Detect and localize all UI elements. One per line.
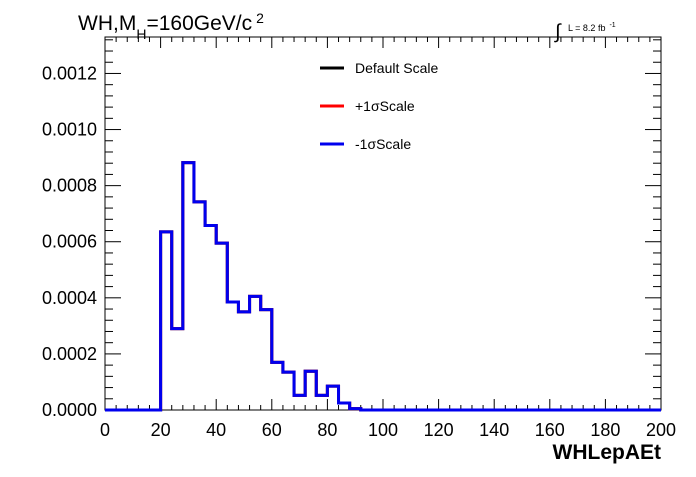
- x-tick-label: 100: [368, 420, 398, 440]
- x-tick-label: 120: [424, 420, 454, 440]
- y-tick-label: 0.0004: [42, 288, 97, 308]
- title-prefix: WH,M: [78, 12, 136, 35]
- y-tick-label: 0.0012: [42, 63, 97, 83]
- x-axis-label: WHLepAEt: [553, 441, 662, 464]
- luminosity-superscript: -1: [609, 22, 615, 29]
- legend-label: +1σScale: [355, 98, 415, 114]
- x-tick-label: 0: [100, 420, 110, 440]
- x-tick-label: 60: [262, 420, 282, 440]
- luminosity-text: L = 8.2 fb: [568, 23, 605, 33]
- legend-label: -1σScale: [355, 136, 411, 152]
- legend: Default Scale +1σScale -1σScale: [320, 60, 438, 152]
- series-group: [105, 161, 661, 412]
- plot-frame: [104, 36, 662, 411]
- x-tick-label: 180: [590, 420, 620, 440]
- legend-label: Default Scale: [355, 60, 438, 76]
- luminosity-integral-icon: ∫: [554, 21, 562, 43]
- x-tick-label: 160: [535, 420, 565, 440]
- series-line-2: [105, 161, 661, 412]
- axis-ticks: 0 20 40 60 80 100 120 140 160 180 200 0.0000 0.0002 0…: [42, 37, 676, 440]
- y-tick-label: 0.0002: [42, 344, 97, 364]
- y-tick-label: 0.0010: [42, 120, 97, 140]
- y-tick-label: 0.0006: [42, 232, 97, 252]
- x-tick-label: 200: [646, 420, 676, 440]
- y-tick-label: 0.0000: [42, 400, 97, 420]
- title-superscript: 2: [256, 10, 264, 26]
- title-subscript: H: [136, 26, 146, 42]
- x-tick-label: 20: [151, 420, 171, 440]
- series-line-3: [105, 161, 661, 412]
- chart-title: WH,MH=160GeV/c 2: [78, 10, 264, 42]
- y-tick-label: 0.0008: [42, 176, 97, 196]
- x-tick-label: 140: [479, 420, 509, 440]
- title-value: =160GeV/c: [146, 12, 252, 35]
- x-tick-label: 80: [317, 420, 337, 440]
- series-line-1: [105, 161, 661, 412]
- luminosity-label: L = 8.2 fb -1: [568, 22, 616, 33]
- x-tick-label: 40: [206, 420, 226, 440]
